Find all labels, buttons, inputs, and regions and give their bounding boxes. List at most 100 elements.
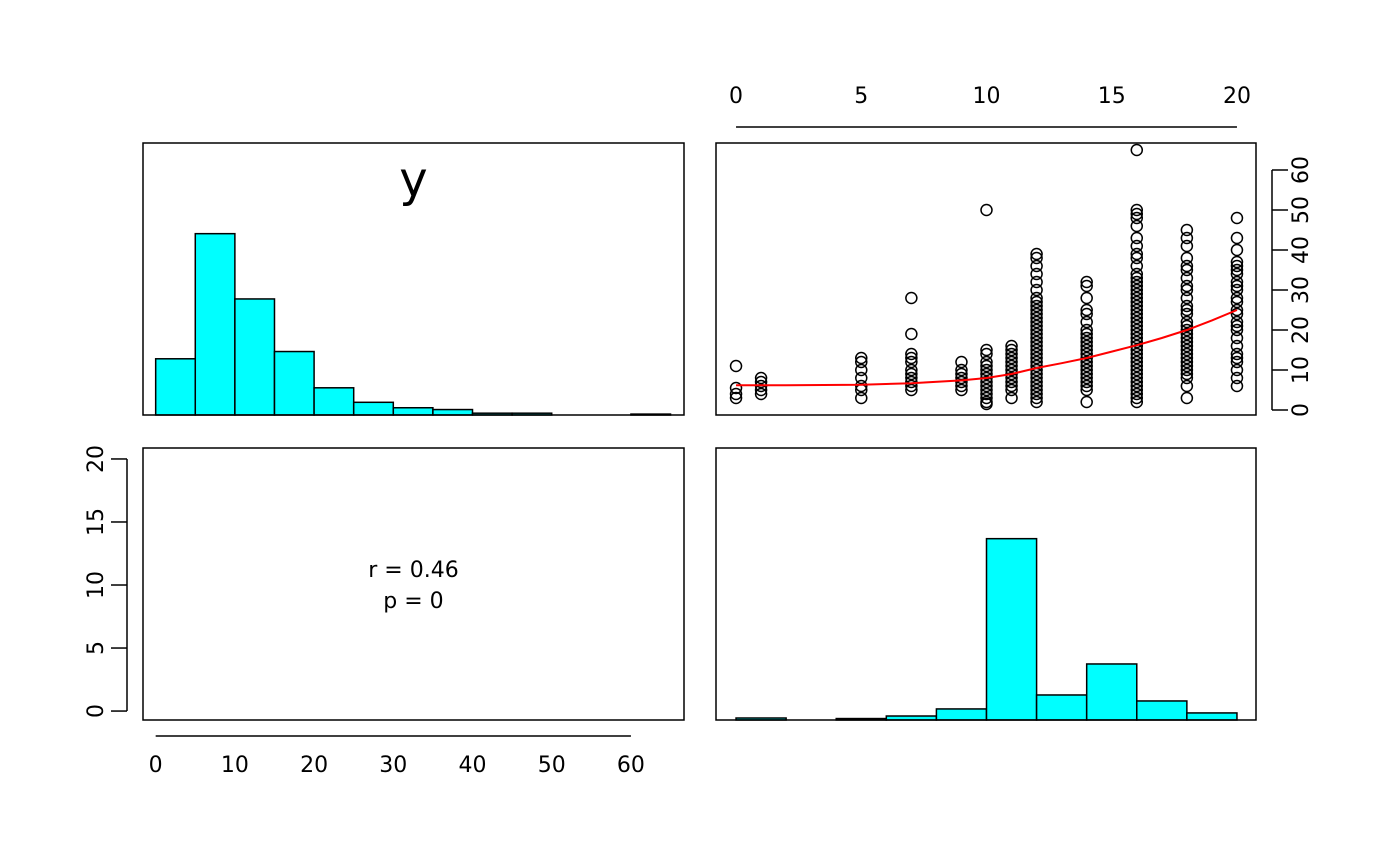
- scatter-point: [980, 375, 993, 389]
- scatter-point: [1080, 367, 1093, 381]
- panel-frame: [715, 447, 1257, 721]
- scatter-point: [1030, 351, 1043, 365]
- x-tick-label: 10: [221, 753, 249, 778]
- y-tick-label: 5: [84, 641, 109, 655]
- scatter-point: [1130, 275, 1144, 289]
- histogram-bar: [273, 350, 315, 416]
- scatter-point: [1180, 223, 1194, 237]
- scatter-point: [1180, 323, 1194, 337]
- scatter-point: [1080, 303, 1093, 317]
- scatter-point: [1180, 351, 1194, 365]
- scatter-point: [1030, 303, 1043, 317]
- scatter-point: [1230, 275, 1244, 289]
- scatter-point: [1005, 375, 1018, 389]
- scatter-point: [1080, 347, 1093, 361]
- scatter-point: [1180, 315, 1194, 329]
- y-tick-label: 40: [1289, 236, 1314, 264]
- histogram-bar: [432, 408, 474, 416]
- scatter-point: [1130, 335, 1144, 349]
- scatter-point: [955, 371, 968, 385]
- scatter-point: [1230, 355, 1244, 369]
- scatter-point: [905, 383, 918, 397]
- scatter-point: [905, 351, 918, 365]
- scatter-point: [980, 383, 993, 397]
- scatter-point: [855, 379, 868, 393]
- scatter-point: [1130, 231, 1144, 245]
- scatter-point: [1030, 311, 1043, 325]
- x-tick-label: 20: [1223, 84, 1251, 109]
- scatter-point: [980, 397, 993, 411]
- scatter-point: [980, 203, 993, 217]
- scatter-point: [1080, 395, 1093, 409]
- y-tick-label: 0: [84, 704, 109, 718]
- scatter-point: [729, 391, 743, 405]
- scatter-point: [1130, 219, 1144, 233]
- scatter-point: [1180, 379, 1194, 393]
- scatter-point: [1080, 307, 1093, 321]
- smooth-line: [736, 309, 1238, 387]
- scatter-point: [1230, 307, 1244, 321]
- scatter-point: [1080, 371, 1093, 385]
- scatter-point: [1030, 339, 1043, 353]
- scatter-point: [1180, 367, 1194, 381]
- scatter-point: [905, 363, 918, 377]
- x-tick-label: 10: [973, 84, 1001, 109]
- scatter-point: [1130, 267, 1144, 281]
- scatter-point: [1180, 335, 1194, 349]
- scatter-point: [980, 359, 993, 373]
- scatter-point: [1130, 395, 1144, 409]
- scatter-point: [1130, 387, 1144, 401]
- scatter-point: [1080, 363, 1093, 377]
- scatter-point: [1130, 383, 1144, 397]
- scatter-point: [754, 371, 768, 385]
- scatter-point: [1230, 243, 1244, 257]
- scatter-point: [1080, 359, 1093, 373]
- scatter-point: [1230, 291, 1244, 305]
- panel-frame: [142, 142, 685, 416]
- x-tick-label: 20: [300, 753, 328, 778]
- scatter-point: [1130, 351, 1144, 365]
- scatter-point: [1030, 327, 1043, 341]
- scatter-point: [1080, 291, 1093, 305]
- scatter-point: [1180, 331, 1194, 345]
- scatter-point: [1130, 271, 1144, 285]
- scatter-point: [1130, 363, 1144, 377]
- scatter-point: [1230, 255, 1244, 269]
- scatter-point: [1030, 383, 1043, 397]
- annotation: p = 0: [383, 589, 443, 614]
- y-tick-label: 30: [1289, 276, 1314, 304]
- scatter-point: [1005, 363, 1018, 377]
- scatter-point: [980, 387, 993, 401]
- scatter-point: [1130, 299, 1144, 313]
- scatter-point: [1230, 303, 1244, 317]
- scatter-point: [1180, 347, 1194, 361]
- scatter-point: [905, 291, 918, 305]
- scatter-point: [1230, 283, 1244, 297]
- scatter-point: [1130, 143, 1144, 157]
- scatter-point: [1030, 251, 1043, 265]
- scatter-point: [1080, 355, 1093, 369]
- histogram-bar: [352, 401, 395, 416]
- scatter-point: [1130, 331, 1144, 345]
- scatter-point: [1030, 267, 1043, 281]
- scatter-point: [1080, 279, 1093, 293]
- histogram-bar: [392, 406, 434, 416]
- scatter-point: [1180, 263, 1194, 277]
- scatter-point: [980, 343, 993, 357]
- scatter-point: [1005, 391, 1018, 405]
- scatter-point: [729, 387, 743, 401]
- scatter-point: [1130, 207, 1144, 221]
- scatter-point: [980, 355, 993, 369]
- scatter-point: [1030, 335, 1043, 349]
- scatter-point: [1180, 291, 1194, 305]
- scatter-point: [1130, 315, 1144, 329]
- x-tick-label: 30: [379, 753, 407, 778]
- scatter-point: [1180, 339, 1194, 353]
- scatter-point: [1230, 351, 1244, 365]
- scatter-point: [729, 381, 743, 395]
- scatter-point: [1230, 315, 1244, 329]
- scatter-point: [980, 367, 993, 381]
- scatter-point: [1180, 299, 1194, 313]
- scatter-point: [1030, 319, 1043, 333]
